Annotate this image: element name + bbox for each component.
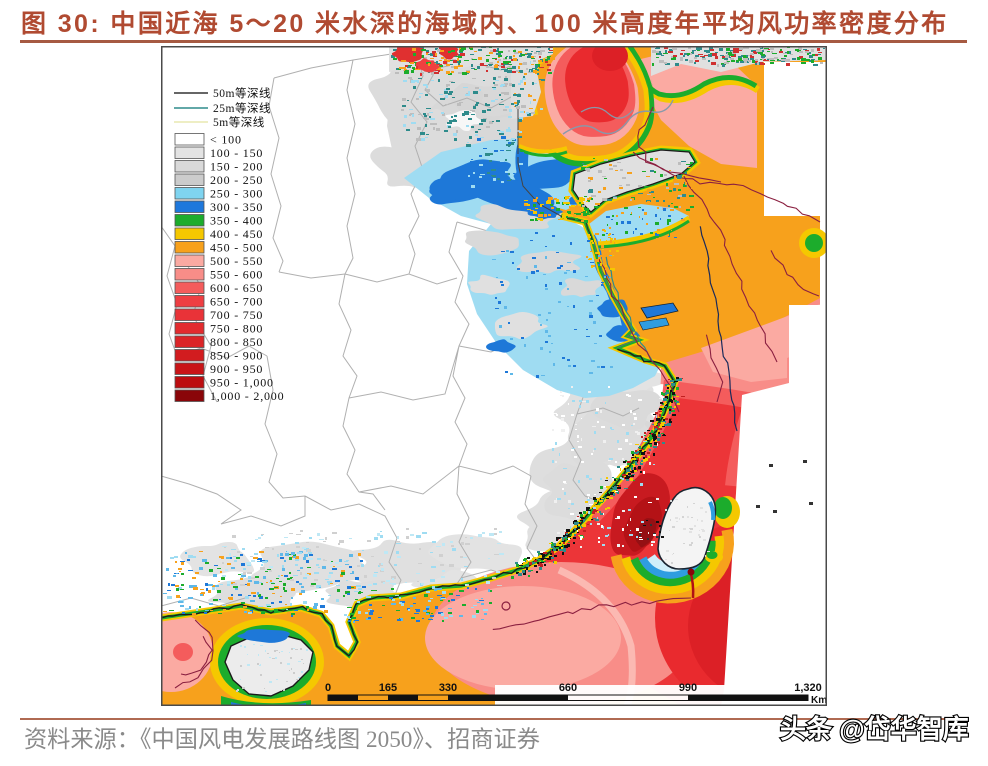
svg-text:800 - 850: 800 - 850 [210,335,263,349]
svg-text:200 - 250: 200 - 250 [210,173,263,187]
svg-text:650 - 700: 650 - 700 [210,295,263,309]
svg-text:250 - 300: 250 - 300 [210,187,263,201]
svg-text:165: 165 [379,682,397,694]
svg-text:150 - 200: 150 - 200 [210,160,263,174]
svg-text:25m等深线: 25m等深线 [213,101,271,115]
svg-text:1,320: 1,320 [794,682,822,694]
svg-text:950 - 1,000: 950 - 1,000 [210,376,274,390]
svg-text:660: 660 [559,682,577,694]
svg-text:330: 330 [439,682,457,694]
svg-text:990: 990 [679,682,697,694]
svg-text:550 - 600: 550 - 600 [210,268,263,282]
svg-text:1,000 - 2,000: 1,000 - 2,000 [210,389,284,403]
svg-text:900 - 950: 900 - 950 [210,362,263,376]
svg-text:0: 0 [325,682,331,694]
svg-text:100 - 150: 100 - 150 [210,146,263,160]
svg-text:700 - 750: 700 - 750 [210,308,263,322]
svg-text:300 - 350: 300 - 350 [210,200,263,214]
svg-text:400 - 450: 400 - 450 [210,227,263,241]
svg-text:50m等深线: 50m等深线 [213,86,271,100]
svg-text:350 - 400: 350 - 400 [210,214,263,228]
svg-text:450 - 500: 450 - 500 [210,241,263,255]
svg-text:< 100: < 100 [210,133,242,147]
svg-text:750 - 800: 750 - 800 [210,322,263,336]
svg-text:5m等深线: 5m等深线 [213,115,265,129]
svg-text:850 - 900: 850 - 900 [210,349,263,363]
svg-text:500 - 550: 500 - 550 [210,254,263,268]
svg-text:Km: Km [811,695,827,706]
svg-text:头条 @岱华智库: 头条 @岱华智库 [780,714,969,744]
svg-text:600 - 650: 600 - 650 [210,281,263,295]
